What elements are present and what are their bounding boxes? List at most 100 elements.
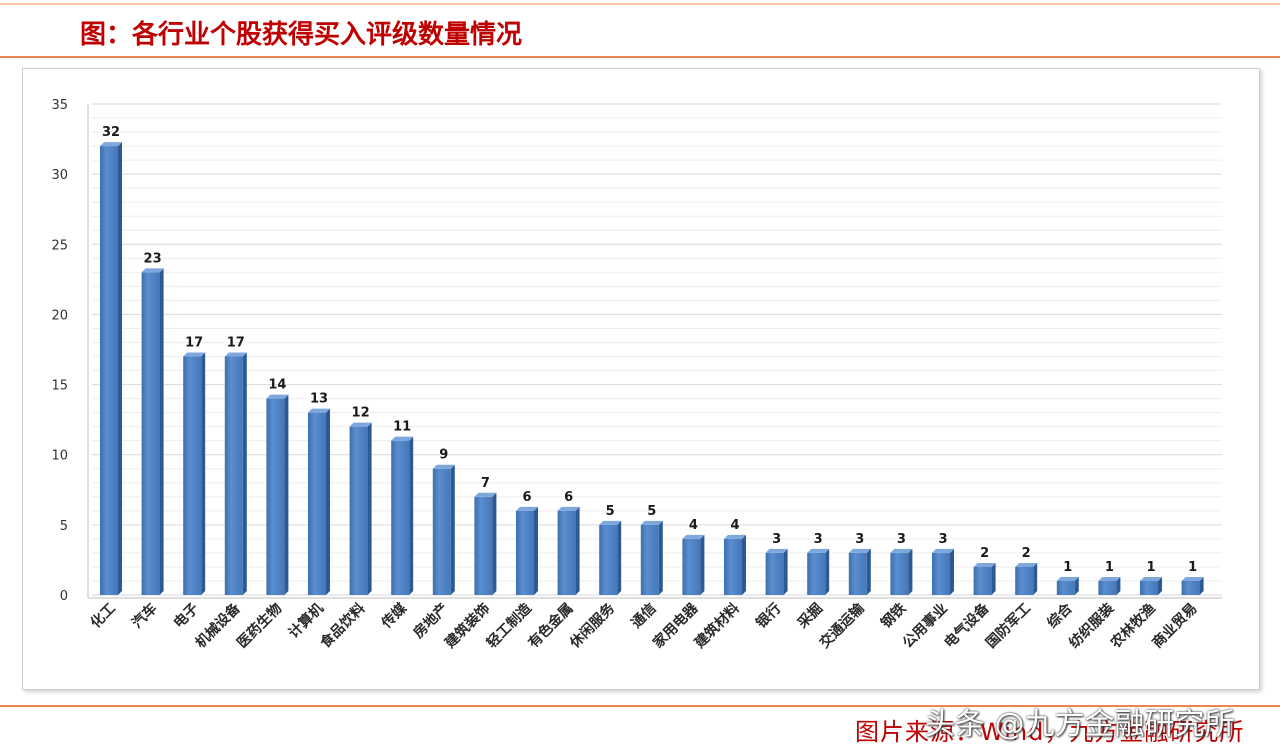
bar-front — [474, 496, 493, 595]
y-tick-label-6: 30 — [51, 168, 68, 183]
data-label-20: 3 — [938, 532, 947, 547]
bar-15 — [724, 534, 746, 595]
bar-front — [973, 566, 992, 595]
data-label-10: 6 — [522, 490, 531, 505]
bar-front — [599, 524, 618, 595]
bar-top — [183, 352, 206, 357]
x-tick-label-1: 汽车 — [129, 600, 161, 632]
bar-20 — [932, 548, 954, 595]
bar-top — [1181, 576, 1204, 581]
bar-25 — [1140, 576, 1162, 595]
bar-side — [1033, 562, 1038, 595]
bar-side — [326, 408, 330, 595]
y-tick-label-1: 5 — [60, 519, 68, 534]
x-tick-label-0: 化工 — [87, 600, 119, 632]
x-tick-label-25: 农林牧渔 — [1107, 600, 1159, 652]
bar-side — [658, 520, 663, 595]
y-tick-label-2: 10 — [51, 449, 68, 464]
bar-side — [908, 548, 913, 595]
bar-5 — [308, 408, 330, 595]
bar-top — [1140, 576, 1162, 581]
data-label-4: 14 — [268, 378, 286, 393]
bar-side — [1199, 576, 1204, 595]
bar-side — [700, 534, 705, 595]
bar-18 — [848, 548, 871, 595]
x-tick-label-16: 银行 — [753, 600, 785, 632]
bar-8 — [432, 464, 455, 595]
bar-front — [724, 538, 742, 595]
data-label-15: 4 — [730, 518, 739, 533]
bar-front — [266, 398, 285, 595]
data-label-1: 23 — [144, 251, 162, 266]
bar-top — [474, 492, 497, 497]
x-tick-label-7: 传媒 — [378, 599, 411, 632]
page-title: 图：各行业个股获得买入评级数量情况 — [80, 20, 523, 50]
x-tick-label-23: 综合 — [1044, 599, 1077, 632]
bar-side — [118, 142, 122, 596]
bar-top — [599, 520, 622, 525]
bar-front — [807, 552, 826, 595]
bars — [100, 142, 1204, 596]
top-rule — [0, 3, 1280, 5]
bar-front — [890, 552, 909, 595]
bar-top — [932, 548, 954, 553]
bar-11 — [557, 506, 580, 595]
bar-top — [682, 534, 705, 539]
bar-front — [640, 524, 659, 595]
bar-13 — [640, 520, 663, 595]
bar-top — [516, 506, 538, 511]
bar-side — [450, 464, 455, 595]
x-tick-label-22: 国防军工 — [982, 600, 1034, 652]
bar-front — [1098, 580, 1117, 595]
bar-front — [308, 412, 326, 595]
data-label-6: 12 — [352, 406, 370, 421]
bar-top — [973, 562, 996, 567]
bar-top — [848, 548, 871, 553]
bar-front — [391, 440, 410, 595]
x-tick-label-4: 医药生物 — [234, 600, 286, 652]
x-tick-label-15: 建筑材料 — [691, 600, 743, 652]
bar-side — [492, 492, 497, 595]
bar-side — [742, 534, 746, 595]
axes — [87, 104, 1222, 599]
data-label-2: 17 — [185, 336, 203, 351]
bar-side — [866, 548, 871, 595]
bar-front — [1140, 580, 1158, 595]
x-tick-label-6: 食品饮料 — [317, 600, 369, 652]
bar-12 — [599, 520, 622, 595]
bar-side — [284, 394, 289, 595]
x-tick-label-17: 采掘 — [794, 600, 827, 633]
bar-side — [617, 520, 622, 595]
bar-24 — [1098, 576, 1121, 595]
bar-26 — [1181, 576, 1204, 595]
data-label-26: 1 — [1188, 560, 1197, 575]
bar-top — [349, 422, 372, 427]
title-rule — [0, 56, 1280, 58]
x-tick-label-20: 公用事业 — [899, 600, 951, 652]
bar-side — [242, 352, 247, 595]
x-tick-label-11: 有色金属 — [525, 600, 577, 652]
bar-front — [349, 426, 368, 595]
bar-22 — [1015, 562, 1038, 595]
x-tick-label-18: 交通运输 — [816, 599, 868, 651]
bar-front — [932, 552, 950, 595]
bar-front — [848, 552, 867, 595]
data-label-8: 9 — [439, 448, 448, 463]
bar-front — [141, 272, 160, 595]
y-tick-label-3: 15 — [51, 379, 68, 394]
bar-front — [516, 510, 534, 595]
watermark: 头条 @九方金融研究所 — [925, 707, 1235, 742]
y-axis-labels: 0 5 10 15 20 25 30 35 — [51, 98, 68, 604]
bar-19 — [890, 548, 913, 595]
bar-side — [991, 562, 996, 595]
x-tick-label-2: 电子 — [170, 600, 202, 632]
bar-front — [432, 468, 451, 595]
bar-top — [308, 408, 330, 413]
bar-front — [1181, 580, 1200, 595]
data-label-14: 4 — [689, 518, 698, 533]
bar-front — [557, 510, 576, 595]
data-label-21: 2 — [980, 546, 989, 561]
bar-side — [367, 422, 372, 595]
